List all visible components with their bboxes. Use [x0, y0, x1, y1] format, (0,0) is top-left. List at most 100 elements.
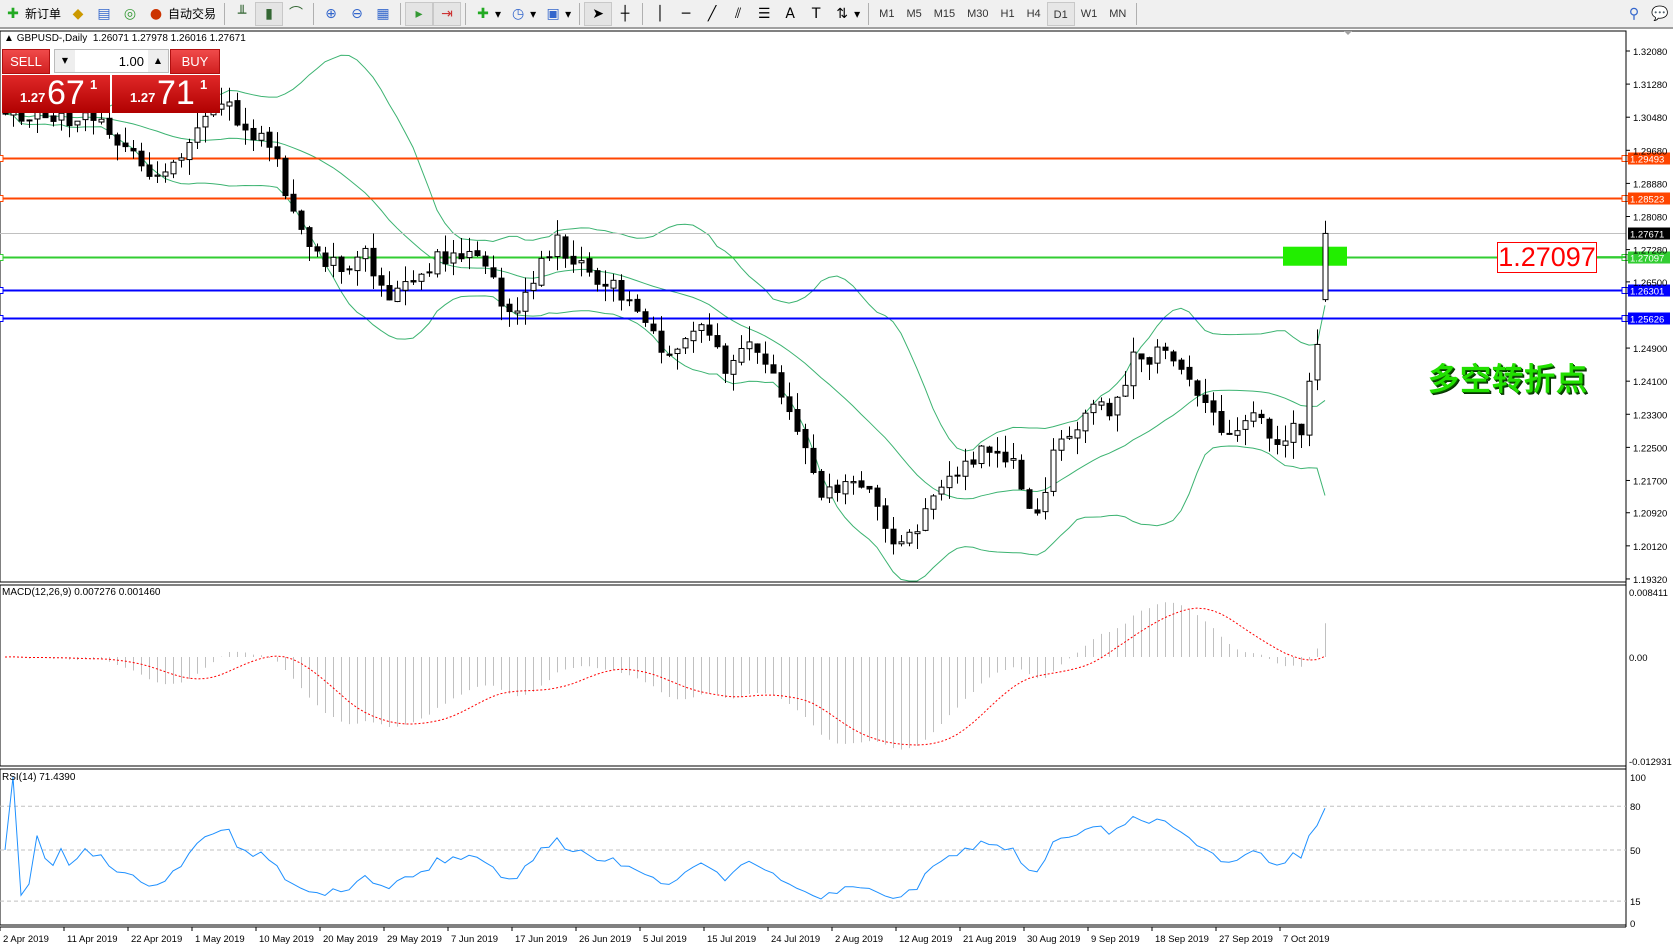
candle[interactable] — [570, 240, 577, 273]
candle[interactable] — [586, 252, 593, 277]
candle[interactable] — [914, 524, 921, 549]
fibonacci-button[interactable]: ☰ — [751, 2, 777, 26]
candle[interactable] — [1050, 438, 1057, 497]
candle[interactable] — [474, 241, 481, 257]
candle[interactable] — [346, 265, 353, 275]
candle[interactable] — [242, 107, 249, 145]
candle[interactable] — [1066, 426, 1073, 440]
candle[interactable] — [1170, 349, 1177, 367]
candle[interactable] — [658, 316, 665, 364]
candle[interactable] — [258, 125, 265, 147]
candle[interactable] — [138, 142, 145, 172]
candle[interactable] — [1306, 372, 1313, 447]
candle[interactable] — [314, 243, 321, 257]
candle[interactable] — [1218, 395, 1225, 436]
candle[interactable] — [1098, 397, 1105, 411]
candle[interactable] — [1258, 409, 1265, 425]
candle[interactable] — [1186, 355, 1193, 387]
candle[interactable] — [450, 239, 457, 276]
text-button[interactable]: A — [777, 2, 803, 26]
candle[interactable] — [714, 323, 721, 349]
candle[interactable] — [930, 494, 937, 520]
arrows-button[interactable]: ⇅ ▾ — [829, 2, 864, 26]
indicators-button[interactable]: ✚ ▾ — [470, 2, 505, 26]
candle[interactable] — [1090, 399, 1097, 425]
candle[interactable] — [186, 138, 193, 175]
candle[interactable] — [1242, 414, 1249, 446]
candle[interactable] — [298, 209, 305, 235]
candle[interactable] — [514, 297, 521, 325]
line-handle-left[interactable] — [0, 195, 4, 202]
trendline-button[interactable]: ╱ — [699, 2, 725, 26]
candle[interactable] — [146, 152, 153, 180]
candle[interactable] — [418, 273, 425, 290]
buy-price-button[interactable]: 1.27 71 1 — [112, 75, 220, 113]
candle[interactable] — [986, 445, 993, 467]
candle[interactable] — [618, 274, 625, 311]
timeframe-m15[interactable]: M15 — [933, 7, 956, 20]
candle[interactable] — [882, 498, 889, 543]
candle[interactable] — [842, 474, 849, 505]
level-annotation-label[interactable]: 1.27097 — [1497, 242, 1597, 273]
candle[interactable] — [114, 132, 121, 161]
candle[interactable] — [1026, 487, 1033, 510]
candle[interactable] — [506, 298, 513, 327]
zoom-in-button[interactable]: ⊕ — [318, 2, 344, 26]
candle[interactable] — [746, 326, 753, 361]
data-window-button[interactable]: ▤ — [91, 2, 117, 26]
candle[interactable] — [1122, 371, 1129, 398]
bar-chart-button[interactable]: ╨ — [229, 2, 255, 26]
candle[interactable] — [538, 250, 545, 287]
candle[interactable] — [1210, 392, 1217, 426]
candle[interactable] — [458, 238, 465, 262]
candle[interactable] — [650, 316, 657, 334]
candle[interactable] — [770, 354, 777, 374]
candle[interactable] — [1226, 419, 1233, 435]
horizontal-line-button[interactable]: ─ — [673, 2, 699, 26]
candle[interactable] — [1146, 356, 1153, 380]
candle[interactable] — [978, 445, 985, 469]
cursor-button[interactable]: ➤ — [584, 1, 613, 26]
line-handle[interactable] — [1621, 315, 1629, 322]
line-handle-left[interactable] — [0, 254, 4, 261]
line-handle-left[interactable] — [0, 155, 4, 162]
candle[interactable] — [106, 112, 113, 139]
candle[interactable] — [562, 234, 569, 268]
candle[interactable] — [266, 126, 273, 162]
market-watch-button[interactable]: ◆ — [65, 2, 91, 26]
candle[interactable] — [330, 242, 337, 278]
candle[interactable] — [754, 343, 761, 364]
candle[interactable] — [778, 365, 785, 405]
candle[interactable] — [66, 110, 73, 138]
line-chart-button[interactable]: ⌒ — [283, 2, 309, 26]
candlestick-button[interactable]: ▮ — [255, 1, 284, 26]
line-handle-left[interactable] — [0, 315, 4, 322]
timeframe-h4[interactable]: H4 — [1026, 7, 1041, 20]
candle[interactable] — [1298, 423, 1305, 449]
buy-button[interactable]: BUY — [170, 49, 220, 74]
candle[interactable] — [610, 273, 617, 302]
candle[interactable] — [1162, 342, 1169, 360]
candle[interactable] — [1106, 398, 1113, 421]
candle[interactable] — [594, 267, 601, 292]
candle[interactable] — [1018, 454, 1025, 490]
candle[interactable] — [546, 250, 553, 261]
timeframe-d1[interactable]: D1 — [1046, 1, 1075, 26]
candle[interactable] — [666, 345, 673, 358]
candle[interactable] — [250, 119, 257, 151]
candle[interactable] — [730, 354, 737, 391]
candle[interactable] — [994, 437, 1001, 468]
candle[interactable] — [1130, 337, 1137, 400]
candle[interactable] — [1322, 220, 1329, 302]
candle[interactable] — [282, 155, 289, 200]
candle[interactable] — [170, 159, 177, 179]
candle[interactable] — [834, 479, 841, 502]
candle[interactable] — [290, 179, 297, 214]
candle[interactable] — [786, 382, 793, 420]
timeframe-w1[interactable]: W1 — [1080, 7, 1098, 20]
candle[interactable] — [498, 267, 505, 321]
equidistant-channel-button[interactable]: ⫽ — [725, 2, 751, 26]
candle[interactable] — [690, 321, 697, 353]
candle[interactable] — [26, 119, 33, 128]
